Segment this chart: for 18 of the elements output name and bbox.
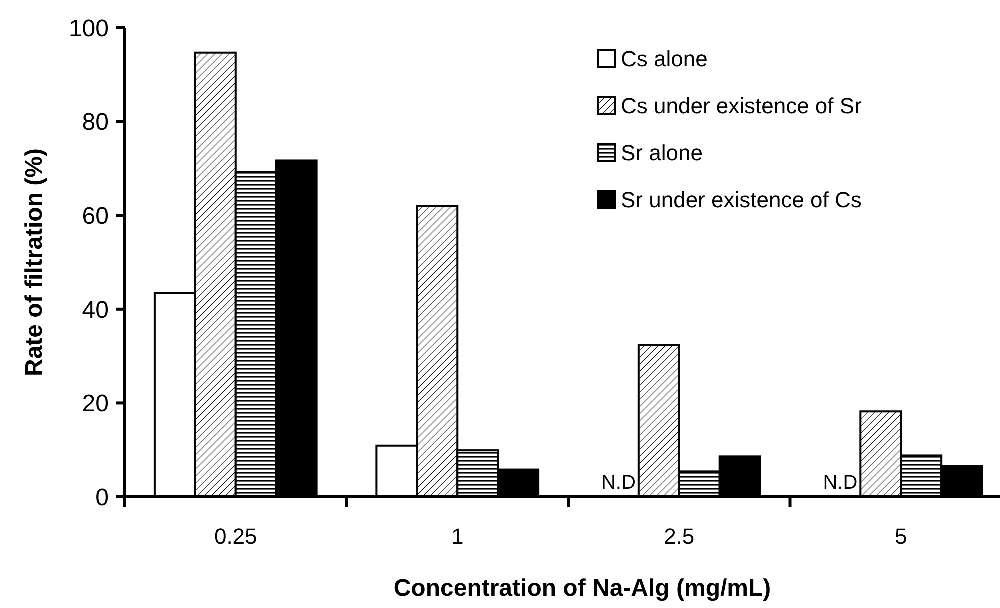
legend-label: Cs under existence of Sr bbox=[621, 94, 862, 119]
x-tick-label: 5 bbox=[895, 524, 908, 549]
x-tick-label: 2.5 bbox=[664, 524, 695, 549]
y-tick-label: 20 bbox=[82, 390, 109, 418]
x-tick-label: 0.25 bbox=[214, 524, 258, 549]
y-tick-label: 40 bbox=[82, 296, 109, 324]
annotation: N.D bbox=[823, 472, 858, 494]
y-tick-label: 80 bbox=[82, 109, 109, 136]
legend-label: Cs alone bbox=[621, 46, 708, 72]
y-axis-title: Rate of filtration (%) bbox=[21, 148, 48, 376]
x-tick-label: 1 bbox=[452, 524, 464, 549]
annotation: N.D bbox=[601, 472, 636, 494]
y-tick-label: 0 bbox=[96, 484, 109, 512]
legend-label: Sr alone bbox=[621, 140, 703, 166]
legend-label: Sr under existence of Cs bbox=[621, 188, 862, 213]
y-tick-label: 60 bbox=[82, 203, 109, 230]
y-tick-label: 100 bbox=[68, 15, 109, 42]
x-axis-title: Concentration of Na-Alg (mg/mL) bbox=[394, 575, 772, 602]
